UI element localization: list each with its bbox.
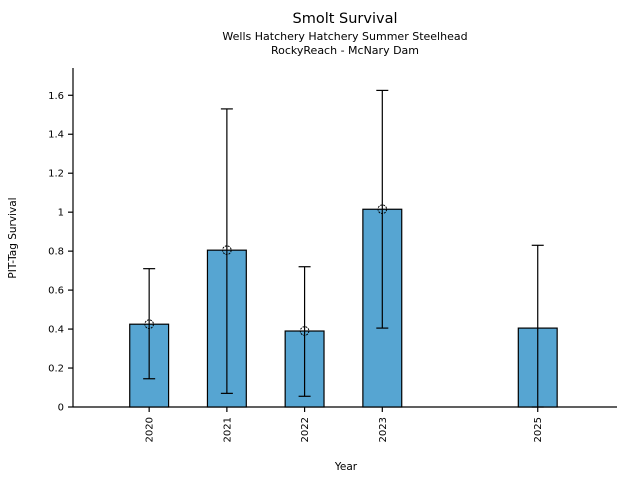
chart-title: Smolt Survival <box>292 11 398 27</box>
x-axis-label: Year <box>334 461 358 473</box>
y-tick-label: 1.4 <box>48 130 64 141</box>
y-tick-label: 1.2 <box>48 169 64 180</box>
chart-subtitle-line1: Wells Hatchery Hatchery Summer Steelhead <box>222 30 468 43</box>
y-tick-label: 1 <box>58 208 64 219</box>
y-tick-label: 0.6 <box>48 286 64 297</box>
chart-subtitle-line2: RockyReach - McNary Dam <box>270 44 420 57</box>
x-tick-label-2020: 2020 <box>145 417 156 442</box>
x-tick-label-2021: 2021 <box>222 417 233 442</box>
y-tick-label: 0 <box>58 403 64 414</box>
y-tick-label: 0.2 <box>48 364 64 375</box>
point-marker-2023 <box>377 204 388 215</box>
y-tick-label: 1.6 <box>48 91 64 102</box>
point-marker-2022 <box>299 326 310 336</box>
point-marker-2021 <box>222 245 232 255</box>
point-marker-2020 <box>144 319 154 329</box>
x-tick-label-2022: 2022 <box>300 417 311 442</box>
x-tick-label-2023: 2023 <box>378 417 389 442</box>
y-tick-label: 0.8 <box>48 247 64 258</box>
y-tick-label: 0.4 <box>48 325 64 336</box>
x-tick-label-2025: 2025 <box>533 417 544 442</box>
y-axis-label: PIT-Tag Survival <box>7 197 19 279</box>
